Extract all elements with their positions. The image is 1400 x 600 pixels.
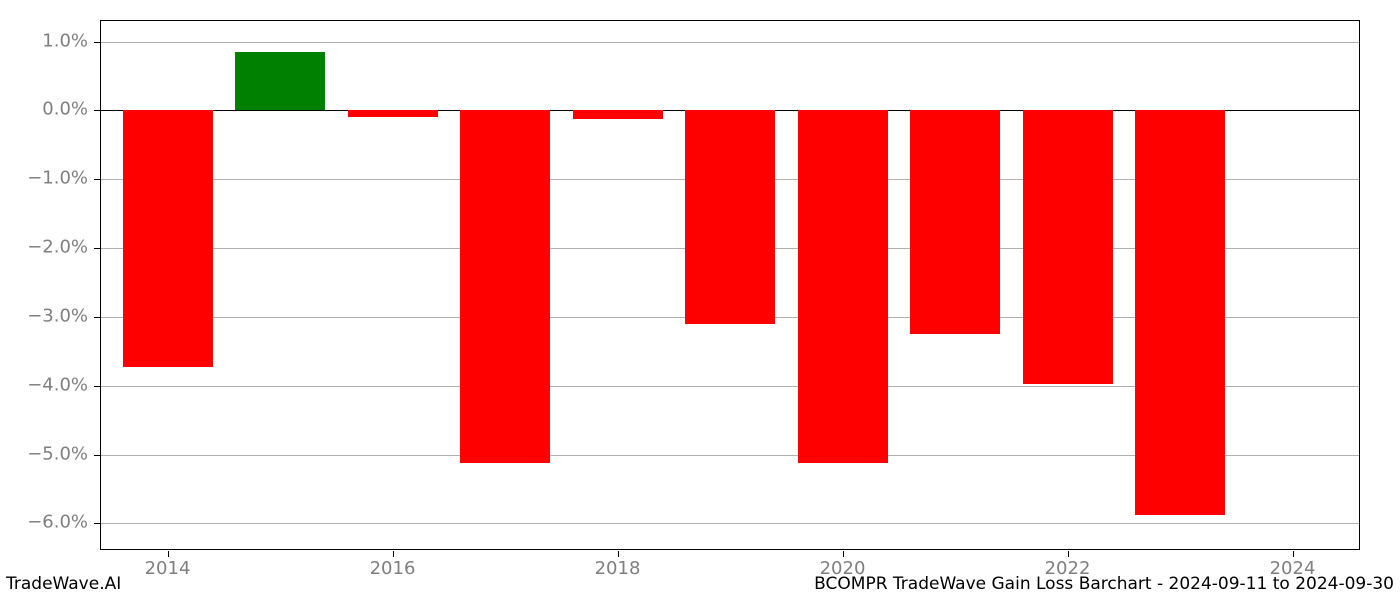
bar: [1135, 110, 1225, 515]
bar: [685, 110, 775, 323]
xtick-mark: [843, 551, 844, 557]
xtick-label: 2014: [145, 558, 191, 579]
ytick-label: −3.0%: [27, 305, 88, 326]
bar: [798, 110, 888, 462]
spine-bottom: [100, 549, 1359, 550]
ytick-label: 0.0%: [42, 99, 88, 120]
chart-area: [100, 20, 1360, 550]
xtick-mark: [393, 551, 394, 557]
gridline: [100, 42, 1359, 43]
plot-region: [100, 21, 1359, 550]
ytick-label: −1.0%: [27, 168, 88, 189]
bar: [573, 110, 663, 119]
bar: [235, 52, 325, 111]
xtick-mark: [1068, 551, 1069, 557]
xtick-label: 2020: [820, 558, 866, 579]
bar: [460, 110, 550, 462]
xtick-mark: [168, 551, 169, 557]
ytick-label: −4.0%: [27, 374, 88, 395]
bar: [1023, 110, 1113, 384]
xtick-mark: [618, 551, 619, 557]
ytick-label: −5.0%: [27, 443, 88, 464]
ytick-label: 1.0%: [42, 30, 88, 51]
gridline: [100, 523, 1359, 524]
bar: [348, 110, 438, 117]
xtick-label: 2024: [1270, 558, 1316, 579]
bar: [123, 110, 213, 366]
xtick-label: 2018: [595, 558, 641, 579]
xtick-label: 2016: [370, 558, 416, 579]
footer-left-text: TradeWave.AI: [6, 574, 121, 594]
ytick-label: −2.0%: [27, 237, 88, 258]
xtick-label: 2022: [1045, 558, 1091, 579]
bar: [910, 110, 1000, 334]
xtick-mark: [1293, 551, 1294, 557]
ytick-label: −6.0%: [27, 512, 88, 533]
spine-left: [100, 21, 101, 550]
